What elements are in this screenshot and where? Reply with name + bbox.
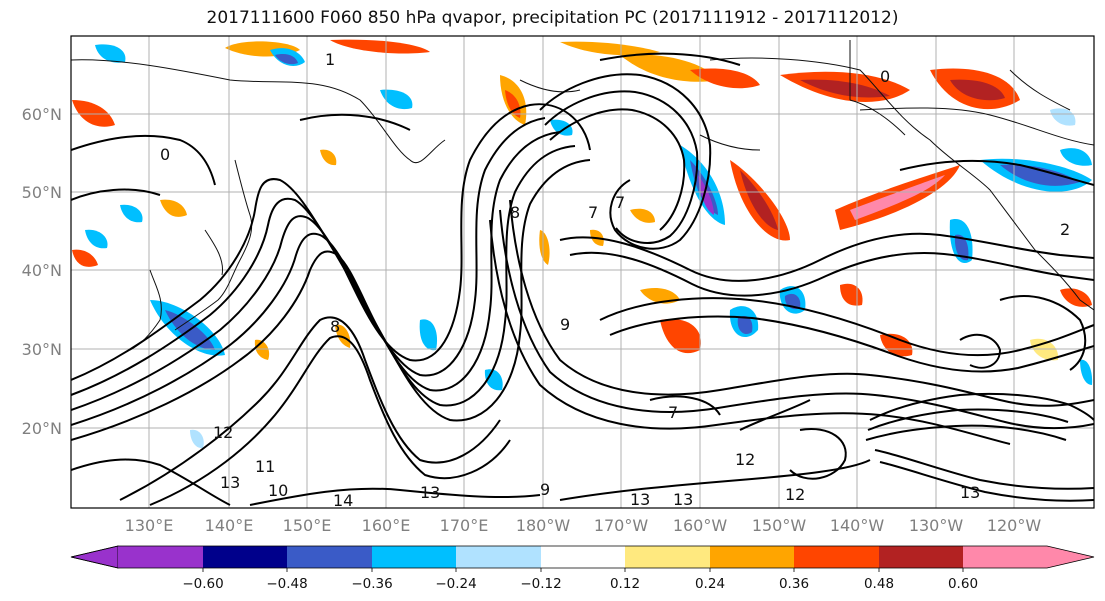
contour-label: 9 (560, 315, 570, 334)
colorbar-swatch (287, 546, 372, 568)
lon-label: 150°E (283, 516, 332, 535)
latitude-labels: 60°N 50°N 40°N 30°N 20°N (22, 105, 62, 438)
colorbar-tick-label: −0.60 (182, 576, 223, 592)
colorbar-tick-label: 0.60 (948, 576, 978, 592)
coastlines (71, 40, 1094, 351)
contour-label: 13 (673, 490, 693, 509)
lon-label: 130°W (909, 516, 964, 535)
contour-label: 1 (325, 50, 335, 69)
contour-label: 7 (668, 403, 678, 422)
colorbar-tick-label: −0.12 (520, 576, 561, 592)
map-title: 2017111600 F060 850 hPa qvapor, precipit… (206, 8, 899, 28)
colorbar-outline (70, 545, 1095, 569)
lat-label: 60°N (22, 105, 62, 124)
colorbar-tick-label: 0.48 (864, 576, 894, 592)
contour-labels: 12 13 11 10 14 13 13 13 12 9 7 7 9 8 0 1… (160, 50, 1070, 510)
contour-label: 12 (735, 450, 755, 469)
colorbar-swatch (203, 546, 287, 568)
precipitation-shading (72, 39, 1093, 449)
lat-label: 20°N (22, 419, 62, 438)
lon-label: 140°E (205, 516, 254, 535)
colorbar-swatch (118, 546, 203, 568)
longitude-labels: 130°E 140°E 150°E 160°E 170°E 180°W 170°… (125, 516, 1042, 535)
contour-label: 0 (880, 67, 890, 86)
contour-label: 0 (160, 145, 170, 164)
colorbar-swatch (541, 546, 625, 568)
lon-label: 120°W (987, 516, 1042, 535)
contour-label: 13 (960, 483, 980, 502)
lon-label: 140°W (830, 516, 885, 535)
colorbar-swatch (372, 546, 456, 568)
lon-label: 160°W (673, 516, 728, 535)
lon-label: 150°W (752, 516, 807, 535)
lon-label: 170°W (594, 516, 649, 535)
colorbar-extend-max (963, 546, 1094, 568)
map-panel: 12 13 11 10 14 13 13 13 12 9 7 7 9 8 0 1… (70, 35, 1095, 510)
colorbar-extend-min (70, 545, 119, 569)
contour-label: 7 (615, 193, 625, 212)
contour-label: 13 (220, 473, 240, 492)
colorbar-swatch (879, 546, 963, 568)
lon-label: 130°E (125, 516, 174, 535)
colorbar-swatch (794, 546, 879, 568)
colorbar-tick-label: 0.12 (610, 576, 640, 592)
contour-label: 2 (1060, 220, 1070, 239)
lat-label: 40°N (22, 261, 62, 280)
contour-label: 13 (420, 483, 440, 502)
contour-label: 12 (213, 423, 233, 442)
contour-label: 8 (510, 203, 520, 222)
lon-label: 170°E (440, 516, 489, 535)
contour-label: 7 (588, 203, 598, 222)
colorbar-tick-label: 0.24 (695, 576, 725, 592)
contour-label: 12 (785, 485, 805, 504)
contour-label: 9 (540, 480, 550, 499)
lon-label: 180°W (516, 516, 571, 535)
contour-label: 14 (333, 491, 353, 510)
contours (71, 52, 1094, 506)
map-frame (70, 35, 1095, 509)
colorbar-swatch (625, 546, 710, 568)
contour-label: 10 (268, 481, 288, 500)
lat-label: 30°N (22, 340, 62, 359)
colorbar-tick-label: 0.36 (779, 576, 809, 592)
colorbar-swatch (456, 546, 541, 568)
contour-label: 11 (255, 457, 275, 476)
colorbar-tick-label: −0.36 (351, 576, 392, 592)
colorbar-tick-label: −0.48 (266, 576, 307, 592)
colorbar-tick-label: −0.24 (435, 576, 476, 592)
colorbar: −0.60 −0.48 −0.36 −0.24 −0.12 0.12 0.24 … (70, 545, 1095, 592)
colorbar-ticks (202, 568, 964, 572)
contour-label: 13 (630, 490, 650, 509)
lon-label: 160°E (362, 516, 411, 535)
contour-label: 8 (330, 317, 340, 336)
lat-label: 50°N (22, 183, 62, 202)
colorbar-swatch (710, 546, 794, 568)
